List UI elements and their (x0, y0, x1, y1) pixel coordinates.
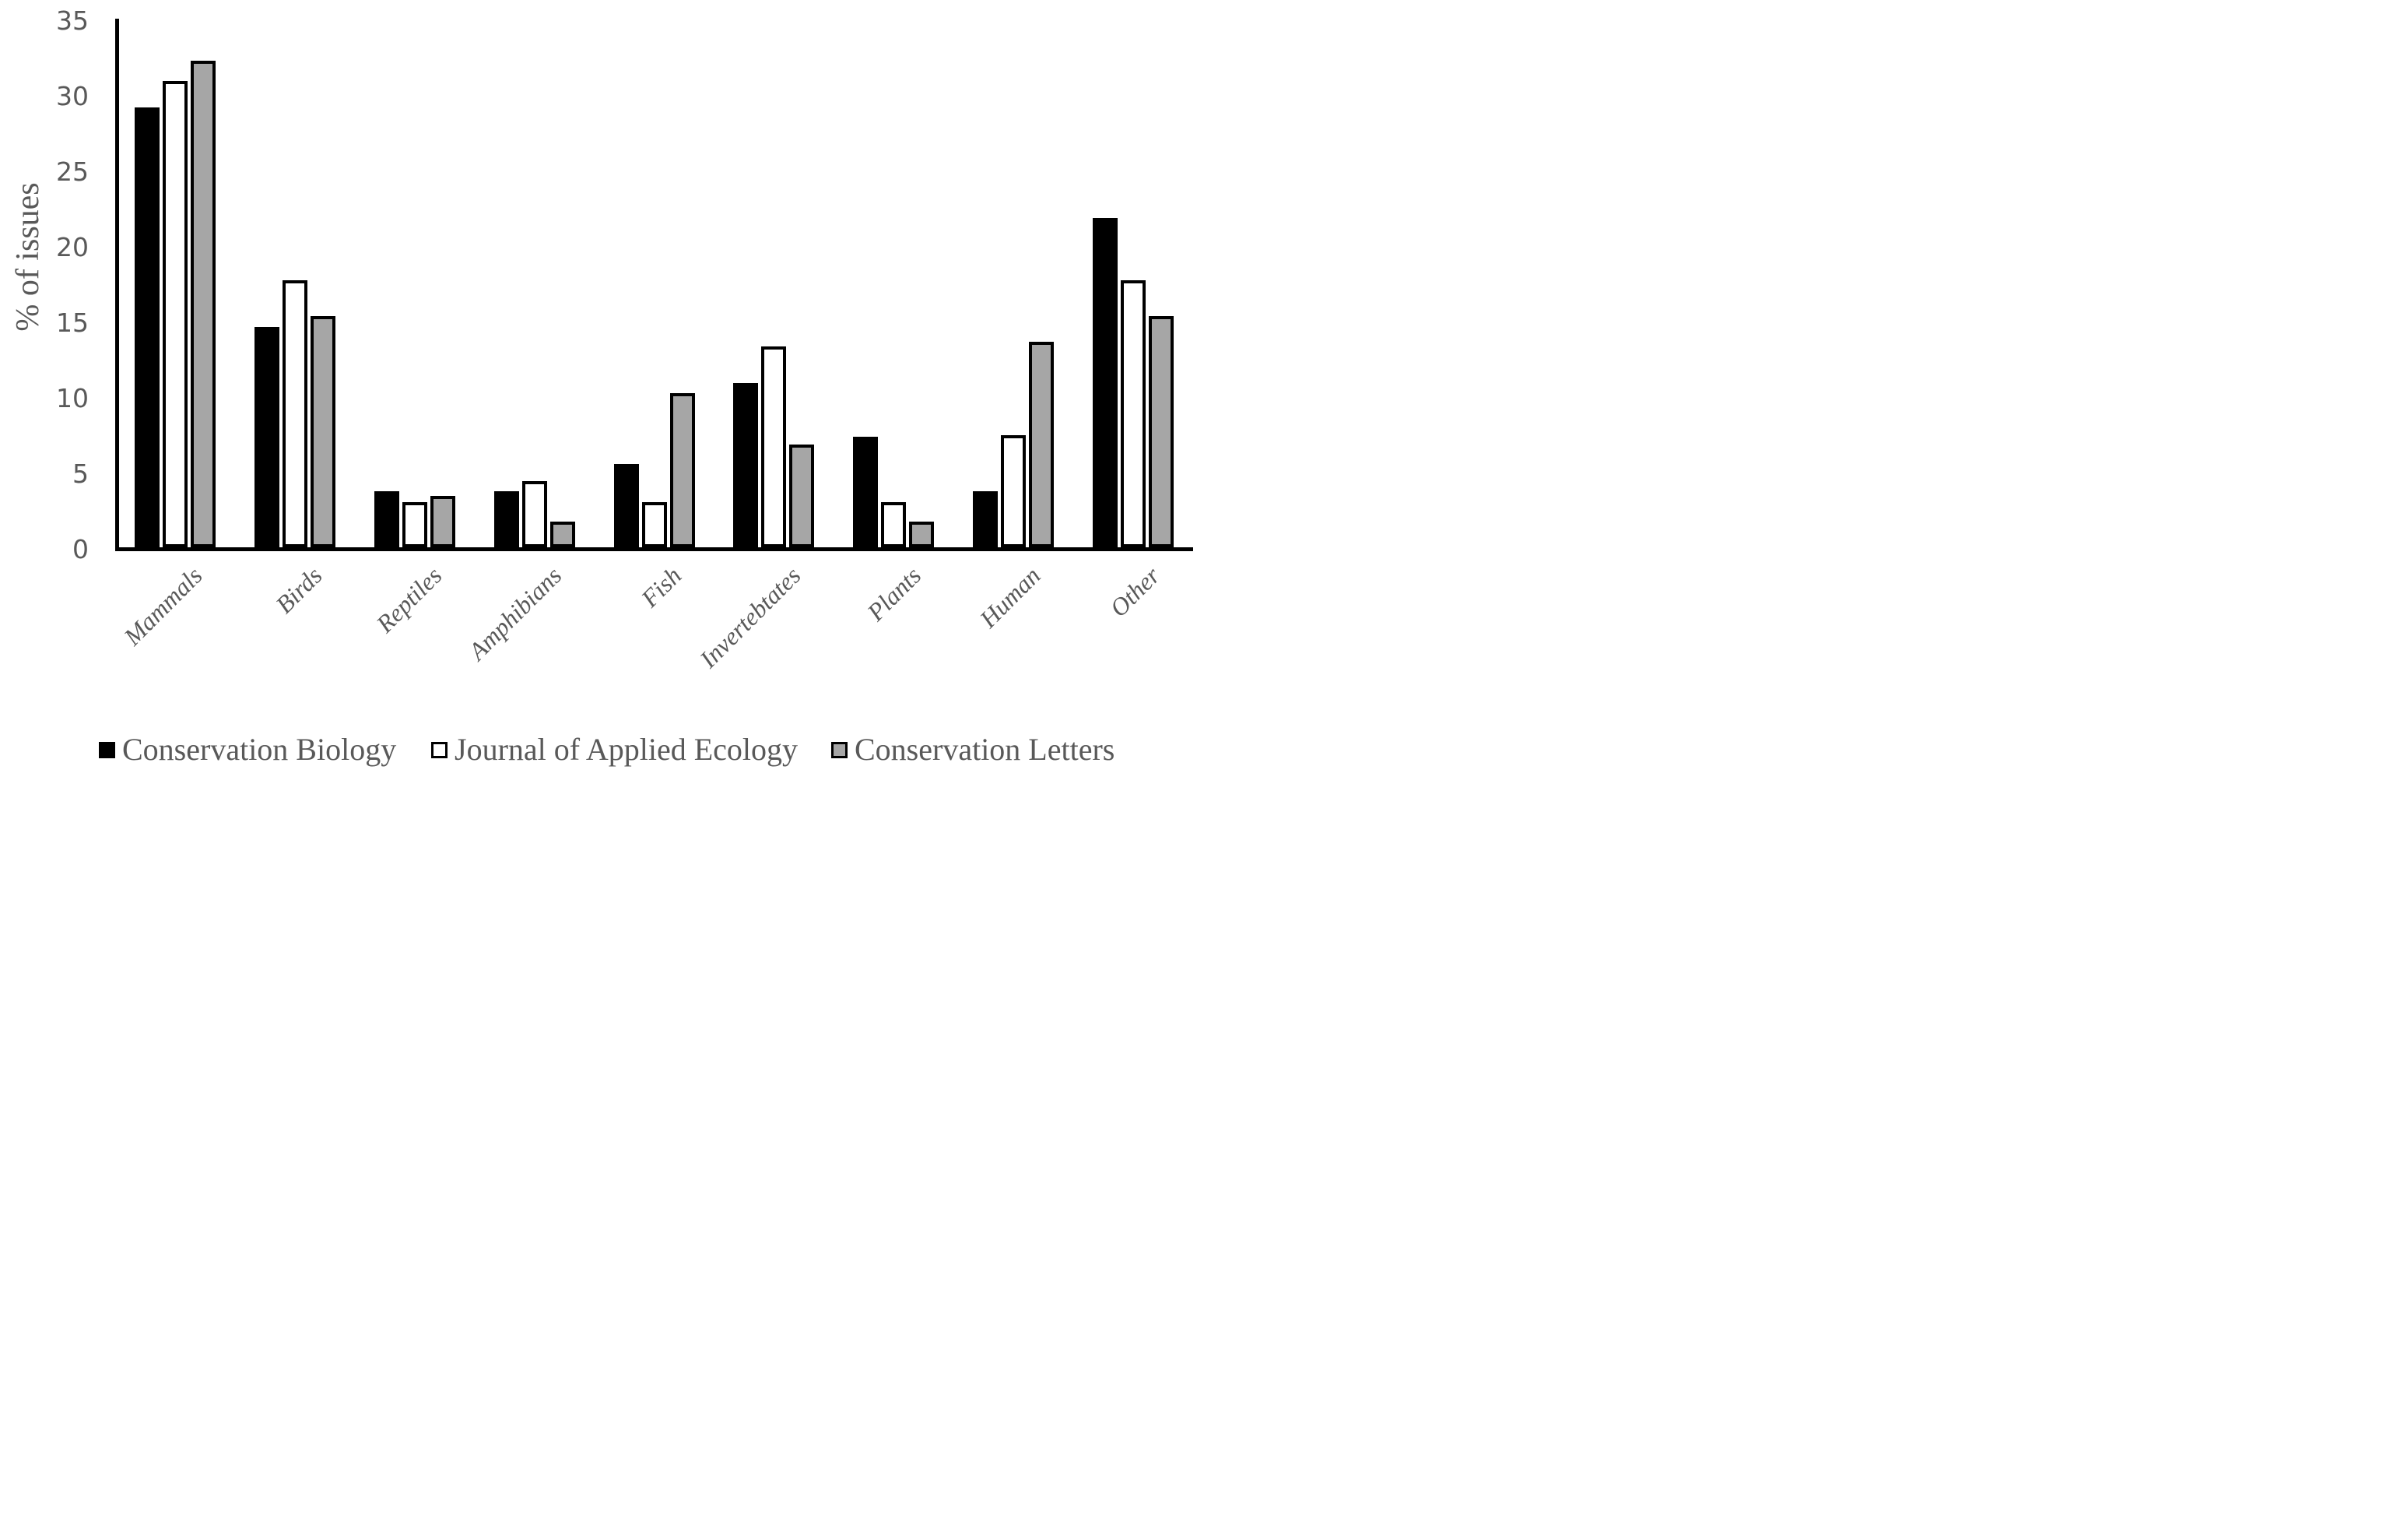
y-tick-label: 25 (56, 156, 89, 187)
bar-conservation-biology-plants (853, 437, 878, 547)
bar-journal-of-applied-ecology-other (1121, 280, 1146, 547)
x-category-label: Human (974, 561, 1046, 634)
bar-conservation-letters-human (1029, 342, 1054, 547)
y-tick-label: 35 (56, 5, 89, 36)
bar-journal-of-applied-ecology-mammals (163, 81, 188, 547)
x-category-label: Plants (861, 561, 926, 627)
bar-journal-of-applied-ecology-amphibians (522, 481, 547, 547)
bar-conservation-letters-amphibians (550, 522, 575, 547)
x-axis-line (115, 547, 1193, 551)
bar-journal-of-applied-ecology-human (1001, 435, 1026, 547)
y-axis-line (115, 19, 119, 551)
bar-conservation-letters-birds (311, 316, 335, 547)
bar-conservation-biology-human (973, 491, 998, 547)
y-tick-label: 10 (56, 383, 89, 413)
bar-chart-figure: % of issues 0 5 10 15 20 25 30 35 Mammals Birds R… (0, 0, 1204, 768)
bar-conservation-letters-plants (909, 522, 934, 547)
legend-label: Conservation Letters (855, 732, 1115, 767)
bar-journal-of-applied-ecology-fish (642, 502, 667, 547)
bar-conservation-biology-other (1093, 218, 1118, 547)
bar-conservation-letters-invertebtates (789, 445, 814, 547)
legend-swatch-icon (99, 741, 115, 758)
legend-swatch-icon (431, 741, 448, 758)
bar-journal-of-applied-ecology-invertebtates (761, 346, 786, 547)
y-tick-label: 0 (72, 534, 89, 564)
y-tick-label: 5 (72, 459, 89, 489)
x-category-label: Fish (635, 561, 686, 613)
bar-conservation-biology-fish (614, 464, 639, 547)
bar-journal-of-applied-ecology-birds (283, 280, 307, 547)
x-category-label: Mammals (118, 561, 208, 651)
x-category-label: Amphibians (462, 561, 567, 666)
bar-conservation-letters-other (1149, 316, 1174, 547)
legend-swatch-icon (831, 741, 848, 758)
bar-conservation-letters-mammals (191, 61, 216, 547)
y-tick-label: 30 (56, 81, 89, 111)
bar-journal-of-applied-ecology-plants (881, 502, 906, 547)
bar-conservation-biology-reptiles (374, 491, 399, 547)
x-category-label: Reptiles (370, 561, 448, 638)
y-tick-label: 20 (56, 232, 89, 262)
bar-conservation-biology-mammals (135, 107, 160, 547)
bar-conservation-biology-birds (254, 327, 279, 547)
legend-label: Journal of Applied Ecology (455, 732, 799, 767)
x-category-label: Birds (269, 561, 328, 619)
y-tick-label: 15 (56, 308, 89, 338)
x-category-label: Invertebtates (694, 561, 806, 673)
bar-conservation-letters-fish (670, 393, 695, 547)
bar-conservation-biology-amphibians (494, 491, 519, 547)
bar-journal-of-applied-ecology-reptiles (402, 502, 427, 547)
x-category-label: Other (1104, 561, 1166, 623)
bar-conservation-biology-invertebtates (733, 383, 758, 547)
legend-item: Journal of Applied Ecology (431, 733, 798, 767)
legend-label: Conservation Biology (122, 732, 397, 767)
bar-conservation-letters-reptiles (430, 496, 455, 547)
legend-item: Conservation Biology (99, 733, 396, 767)
legend-item: Conservation Letters (831, 733, 1114, 767)
